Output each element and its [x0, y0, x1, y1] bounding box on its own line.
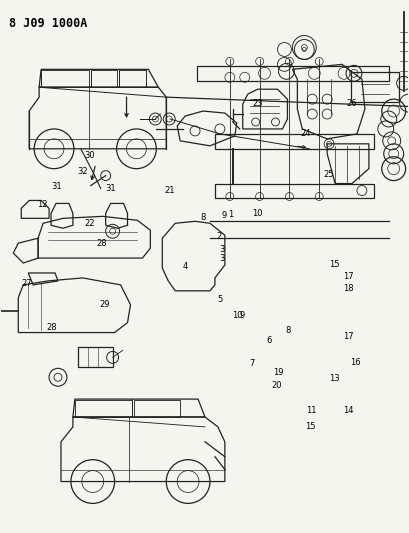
Text: 1: 1: [228, 210, 234, 219]
Text: 3: 3: [219, 245, 224, 254]
Text: 19: 19: [273, 368, 284, 377]
Text: 26: 26: [346, 99, 357, 108]
Text: 31: 31: [51, 182, 61, 190]
Text: 28: 28: [47, 323, 58, 332]
Text: 20: 20: [272, 381, 282, 390]
Text: 22: 22: [85, 219, 95, 228]
Text: 32: 32: [77, 167, 88, 176]
Text: 3: 3: [219, 254, 224, 263]
Text: 24: 24: [300, 128, 310, 138]
Text: 11: 11: [306, 406, 316, 415]
Text: 5: 5: [217, 295, 222, 304]
Text: 29: 29: [100, 300, 110, 309]
Text: 4: 4: [183, 262, 188, 271]
Text: 21: 21: [165, 187, 175, 195]
Text: 15: 15: [329, 261, 340, 269]
Text: 16: 16: [350, 358, 361, 367]
Text: 9: 9: [240, 311, 245, 320]
Text: 31: 31: [105, 184, 116, 192]
Text: 2: 2: [216, 232, 221, 241]
Text: 14: 14: [344, 406, 354, 415]
Text: 17: 17: [344, 271, 354, 280]
Text: 28: 28: [97, 239, 108, 248]
Text: 9: 9: [221, 211, 227, 220]
Text: 10: 10: [252, 209, 263, 218]
Text: 12: 12: [38, 199, 48, 208]
Text: 15: 15: [305, 422, 315, 431]
Text: 18: 18: [344, 284, 354, 293]
Text: 10: 10: [232, 311, 242, 320]
Text: 25: 25: [323, 171, 334, 180]
Text: 27: 27: [21, 279, 32, 288]
Text: 17: 17: [344, 333, 354, 342]
Text: 7: 7: [250, 359, 255, 368]
Text: 23: 23: [252, 99, 263, 108]
Text: 13: 13: [329, 374, 340, 383]
Text: 8: 8: [200, 213, 206, 222]
Text: 6: 6: [266, 336, 271, 345]
Text: 8 J09 1000A: 8 J09 1000A: [9, 17, 88, 30]
Text: 8: 8: [285, 326, 290, 335]
Text: 30: 30: [85, 151, 95, 160]
